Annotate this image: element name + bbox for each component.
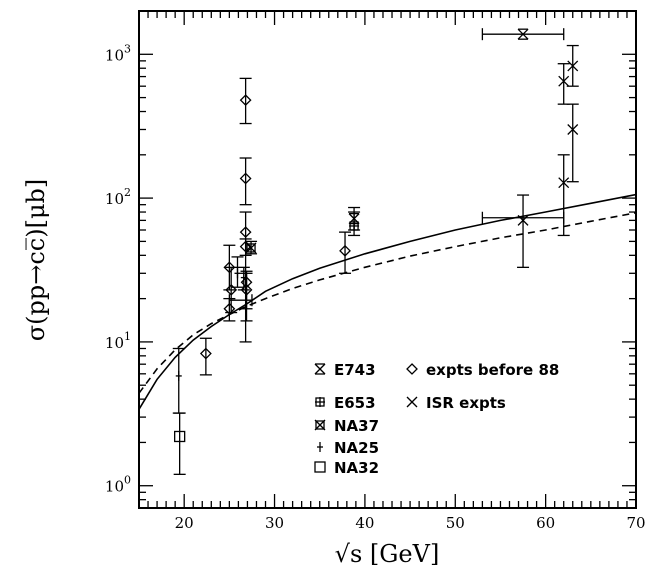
data-point [348, 211, 361, 237]
marker-diamond [239, 240, 252, 253]
y-tick-label: 100 [105, 474, 131, 496]
legend-item: E653 [315, 394, 376, 412]
legend-label: expts before 88 [426, 361, 559, 379]
data-point [225, 266, 238, 314]
marker-cross [567, 60, 579, 72]
marker-diamond [406, 363, 418, 375]
marker-square [174, 430, 186, 443]
legend-item: NA32 [314, 459, 379, 477]
y-tick-label: 102 [105, 186, 131, 208]
marker-cross [517, 214, 529, 226]
curve-solid [138, 193, 637, 410]
curves [138, 193, 637, 410]
x-tick-label: 60 [536, 514, 555, 532]
x-axis-label: √s [GeV] [335, 540, 440, 568]
marker-box-x [246, 243, 256, 253]
marker-box-x [245, 242, 257, 254]
data-point [245, 240, 258, 255]
marker-box-x [315, 420, 325, 430]
legend: E743 expts before 88 E653 ISR expts NA37 NA25… [314, 361, 559, 477]
marker-diamond [239, 94, 252, 107]
marker-cross [558, 75, 570, 87]
marker-bowtie [314, 363, 326, 375]
y-tick-label: 101 [105, 330, 131, 352]
axis-ticks [138, 10, 637, 509]
x-tick-label: 30 [265, 514, 284, 532]
legend-label: NA37 [334, 417, 379, 435]
marker-diamond [239, 172, 252, 185]
data-points [172, 28, 579, 475]
marker-diamond [240, 283, 253, 296]
x-error-bar [481, 211, 565, 224]
legend-item: expts before 88 [406, 361, 559, 379]
x-tick-label: 70 [626, 514, 645, 532]
marker-cross [558, 177, 570, 189]
x-tick-label: 40 [355, 514, 374, 532]
data-point [339, 231, 352, 274]
data-point [517, 194, 530, 268]
marker-diamond [199, 347, 212, 360]
marker-diamond [239, 226, 252, 239]
data-point [199, 337, 212, 376]
marker-diamond [225, 283, 238, 296]
legend-label: NA32 [334, 459, 379, 477]
data-point [173, 412, 186, 475]
data-point [239, 77, 252, 125]
y-axis-label: σ(pp→cc̅)[μb] [22, 179, 50, 342]
y-tick-label: 103 [105, 42, 131, 64]
legend-item: E743 [314, 361, 376, 379]
legend-label: NA25 [334, 439, 379, 457]
marker-square [314, 461, 326, 473]
data-point [240, 272, 253, 322]
data-point [566, 103, 579, 183]
legend-label: ISR expts [426, 394, 506, 412]
legend-item: NA25 [317, 439, 379, 457]
marker-cross [406, 396, 418, 408]
marker-bowtie [517, 28, 529, 40]
x-error-bar [228, 294, 253, 307]
plot-frame [138, 10, 637, 509]
data-point [566, 44, 579, 87]
curve-dashed [138, 212, 637, 394]
legend-label: E653 [334, 394, 376, 412]
x-tick-label: 50 [446, 514, 465, 532]
marker-cross [567, 124, 579, 135]
legend-item: ISR expts [406, 394, 506, 412]
data-point [239, 157, 252, 206]
marker-diamond [223, 261, 236, 274]
tick-labels: 20 30 40 50 60 70 100 101 102 103 [105, 42, 646, 532]
data-point [557, 63, 570, 105]
legend-label: E743 [334, 361, 376, 379]
x-tick-label: 20 [175, 514, 194, 532]
marker-diamond [223, 302, 236, 315]
marker-diamond [339, 244, 351, 257]
marker-box-x [314, 419, 326, 431]
legend-item: NA37 [314, 417, 379, 435]
data-point [239, 238, 252, 343]
